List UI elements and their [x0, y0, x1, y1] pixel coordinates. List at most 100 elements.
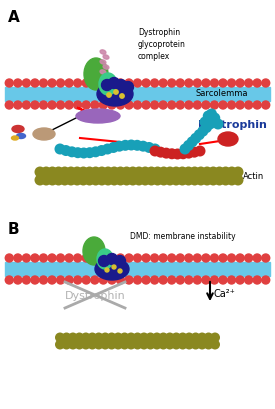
Circle shape: [205, 119, 216, 130]
Circle shape: [232, 167, 243, 178]
Circle shape: [150, 146, 161, 157]
Circle shape: [108, 102, 116, 110]
Circle shape: [65, 80, 73, 88]
Circle shape: [262, 254, 270, 262]
Circle shape: [151, 102, 159, 110]
Circle shape: [177, 175, 188, 186]
Circle shape: [236, 102, 244, 110]
Circle shape: [65, 167, 76, 178]
Circle shape: [120, 94, 124, 99]
Circle shape: [81, 333, 91, 343]
Circle shape: [114, 90, 118, 95]
Circle shape: [158, 175, 169, 186]
Circle shape: [74, 80, 82, 88]
Circle shape: [219, 80, 227, 88]
Bar: [5, 88, 270, 102]
Circle shape: [74, 276, 82, 284]
Circle shape: [125, 102, 133, 110]
Text: Actin: Actin: [243, 172, 264, 181]
Circle shape: [183, 175, 194, 186]
Circle shape: [90, 175, 101, 186]
Circle shape: [187, 137, 198, 148]
Circle shape: [213, 119, 224, 130]
Text: Sarcolemma: Sarcolemma: [195, 88, 248, 97]
Circle shape: [108, 254, 116, 262]
Circle shape: [22, 102, 30, 110]
Circle shape: [178, 333, 188, 343]
Circle shape: [133, 276, 142, 284]
Circle shape: [82, 276, 90, 284]
Circle shape: [72, 148, 83, 159]
Circle shape: [189, 147, 200, 158]
Circle shape: [208, 175, 219, 186]
Circle shape: [114, 256, 125, 267]
Ellipse shape: [100, 61, 106, 65]
Ellipse shape: [95, 258, 129, 280]
Circle shape: [96, 146, 107, 157]
Circle shape: [78, 167, 89, 178]
Circle shape: [184, 333, 194, 343]
Circle shape: [108, 276, 116, 284]
Circle shape: [236, 276, 244, 284]
Circle shape: [61, 333, 72, 343]
Circle shape: [189, 167, 200, 178]
Circle shape: [202, 102, 210, 110]
Circle shape: [108, 143, 119, 154]
Circle shape: [90, 167, 101, 178]
Circle shape: [183, 148, 194, 159]
Circle shape: [166, 149, 177, 160]
Text: Dystrophin: Dystrophin: [198, 120, 267, 130]
Circle shape: [113, 333, 123, 343]
Circle shape: [171, 333, 181, 343]
Text: Dystrophin: Dystrophin: [65, 290, 125, 300]
Circle shape: [14, 80, 22, 88]
Circle shape: [127, 167, 138, 178]
Circle shape: [176, 254, 184, 262]
Ellipse shape: [76, 110, 120, 124]
Circle shape: [262, 102, 270, 110]
Ellipse shape: [16, 134, 26, 139]
Circle shape: [193, 276, 201, 284]
Circle shape: [14, 254, 22, 262]
Circle shape: [22, 254, 30, 262]
Circle shape: [194, 146, 205, 157]
Circle shape: [168, 276, 176, 284]
Circle shape: [158, 333, 168, 343]
Circle shape: [133, 333, 142, 343]
Circle shape: [133, 175, 144, 186]
Circle shape: [31, 102, 39, 110]
Circle shape: [106, 254, 117, 265]
Circle shape: [91, 276, 99, 284]
Circle shape: [236, 254, 244, 262]
Circle shape: [118, 270, 122, 273]
Circle shape: [227, 254, 235, 262]
Circle shape: [253, 276, 261, 284]
Circle shape: [204, 333, 214, 343]
Circle shape: [48, 102, 56, 110]
Circle shape: [94, 333, 104, 343]
Circle shape: [132, 140, 143, 151]
Circle shape: [158, 339, 168, 350]
Circle shape: [195, 167, 206, 178]
Circle shape: [210, 339, 220, 350]
Circle shape: [150, 144, 161, 155]
Circle shape: [145, 333, 155, 343]
Text: DMD: membrane instability: DMD: membrane instability: [130, 231, 236, 240]
Circle shape: [40, 276, 48, 284]
Circle shape: [84, 175, 95, 186]
Circle shape: [5, 102, 13, 110]
Circle shape: [133, 102, 142, 110]
Ellipse shape: [103, 66, 109, 70]
Circle shape: [115, 167, 126, 178]
Circle shape: [99, 102, 107, 110]
Circle shape: [165, 333, 175, 343]
Circle shape: [91, 80, 99, 88]
Circle shape: [245, 276, 253, 284]
Circle shape: [121, 167, 132, 178]
Circle shape: [194, 130, 205, 141]
Circle shape: [185, 102, 193, 110]
Text: B: B: [8, 221, 20, 236]
Circle shape: [178, 149, 189, 160]
Circle shape: [227, 80, 235, 88]
Circle shape: [206, 109, 217, 120]
